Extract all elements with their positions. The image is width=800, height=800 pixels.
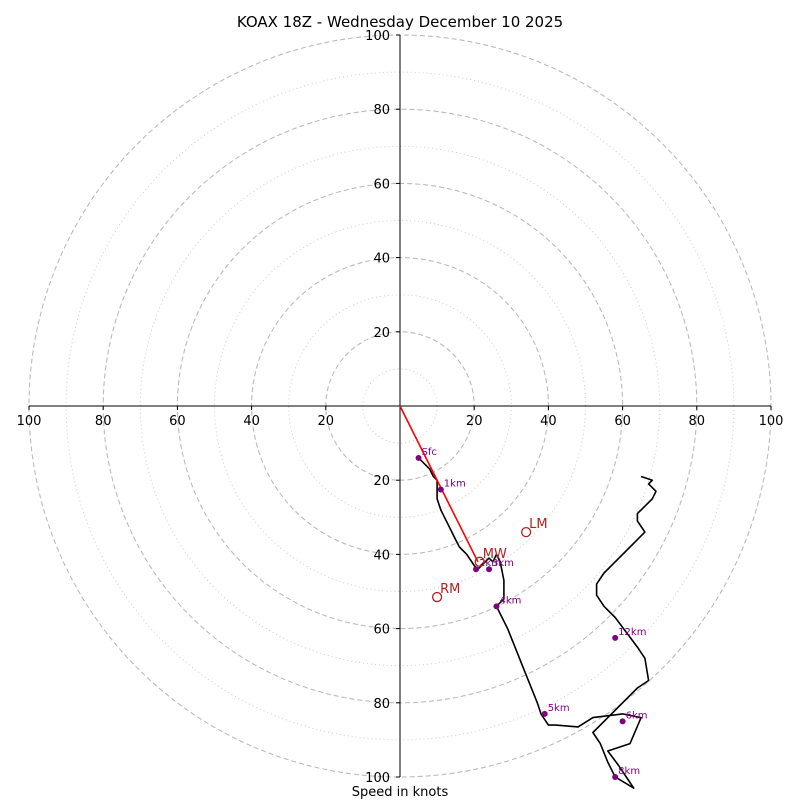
height-label-5km: 5km	[548, 703, 570, 714]
y-tick-label: 80	[373, 103, 390, 118]
x-tick-label: 100	[17, 414, 42, 429]
height-marker-1km	[437, 486, 444, 493]
x-tick-label: 80	[95, 414, 112, 429]
height-marker-2km	[473, 566, 480, 573]
y-tick-label: 80	[373, 697, 390, 712]
x-tick-label: 40	[540, 414, 557, 429]
storm-motion-vector-line	[399, 405, 479, 563]
height-marker-5km	[541, 710, 548, 717]
height-label-6km: 6km	[626, 710, 648, 721]
height-marker-6km	[619, 718, 626, 725]
height-marker-8km	[612, 774, 619, 780]
height-marker-12km	[612, 634, 619, 641]
height-label-8km: 8km	[618, 766, 640, 777]
x-axis-label: Speed in knots	[352, 785, 449, 800]
y-tick-label: 40	[373, 548, 390, 563]
hodograph-line	[418, 457, 657, 789]
y-tick-label: 40	[373, 252, 390, 267]
x-tick-label: 60	[169, 414, 186, 429]
height-label-3km: 3km	[492, 558, 514, 569]
storm-motion-label-rm: RM	[440, 582, 460, 597]
height-label-sfc: Sfc	[422, 447, 437, 458]
y-tick-label: 60	[373, 623, 390, 638]
tick-labels: 100 80 60 40 20 20 40 60 80 100 100 80 60 40 20 20 40 60 8…	[17, 29, 784, 786]
height-marker-3km	[486, 566, 493, 573]
storm-motion-marker-lm	[520, 526, 532, 538]
height-label-12km: 12km	[618, 627, 646, 638]
storm-motion-marker-mw	[474, 556, 485, 567]
height-marker-4km	[493, 603, 500, 610]
y-tick-label: 100	[365, 29, 390, 44]
y-tick-label: 100	[365, 771, 390, 786]
x-tick-label: 20	[318, 414, 335, 429]
chart-title: KOAX 18Z - Wednesday December 10 2025	[237, 13, 563, 31]
y-tick-label: 60	[373, 177, 390, 192]
storm-motion-label-mw: MW	[483, 547, 507, 562]
y-tick-label: 20	[373, 326, 390, 341]
x-tick-label: 20	[466, 414, 483, 429]
storm-motion-label-lm: LM	[529, 517, 547, 532]
x-tick-label: 60	[614, 414, 631, 429]
y-tick-label: 20	[373, 474, 390, 489]
series-layer	[399, 405, 657, 789]
height-label-4km: 4km	[499, 595, 521, 606]
x-tick-label: 40	[243, 414, 260, 429]
x-tick-label: 100	[759, 414, 784, 429]
storm-motion-marker-rm	[431, 591, 443, 603]
height-label-1km: 1km	[444, 478, 466, 489]
height-marker-sfc	[415, 454, 422, 461]
x-tick-label: 80	[689, 414, 706, 429]
height-label-2km: 2km	[479, 558, 501, 569]
